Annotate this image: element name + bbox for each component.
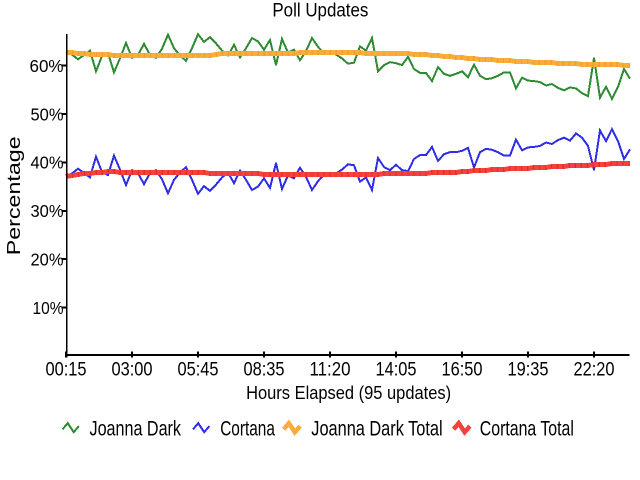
svg-text:Poll Updates: Poll Updates: [272, 1, 368, 22]
svg-text:22:20: 22:20: [574, 360, 615, 381]
svg-text:60%: 60%: [30, 56, 64, 76]
svg-text:30%: 30%: [31, 201, 64, 221]
svg-text:40%: 40%: [31, 153, 64, 173]
svg-text:16:50: 16:50: [442, 360, 483, 381]
svg-text:03:00: 03:00: [112, 360, 153, 381]
svg-text:Cortana: Cortana: [220, 416, 275, 440]
svg-text:Percentage: Percentage: [4, 136, 24, 255]
svg-text:10%: 10%: [33, 298, 64, 318]
svg-text:14:05: 14:05: [376, 360, 417, 381]
svg-text:19:35: 19:35: [508, 360, 549, 381]
svg-text:00:15: 00:15: [46, 360, 87, 381]
svg-text:11:20: 11:20: [310, 360, 351, 381]
svg-text:Cortana Total: Cortana Total: [480, 416, 574, 440]
svg-text:Joanna Dark: Joanna Dark: [90, 416, 182, 440]
svg-text:08:35: 08:35: [244, 360, 285, 381]
svg-text:20%: 20%: [31, 249, 64, 269]
svg-text:Hours Elapsed (95 updates): Hours Elapsed (95 updates): [246, 382, 451, 403]
svg-text:Joanna Dark Total: Joanna Dark Total: [311, 416, 442, 440]
svg-text:05:45: 05:45: [178, 360, 219, 381]
svg-text:50%: 50%: [31, 104, 64, 124]
